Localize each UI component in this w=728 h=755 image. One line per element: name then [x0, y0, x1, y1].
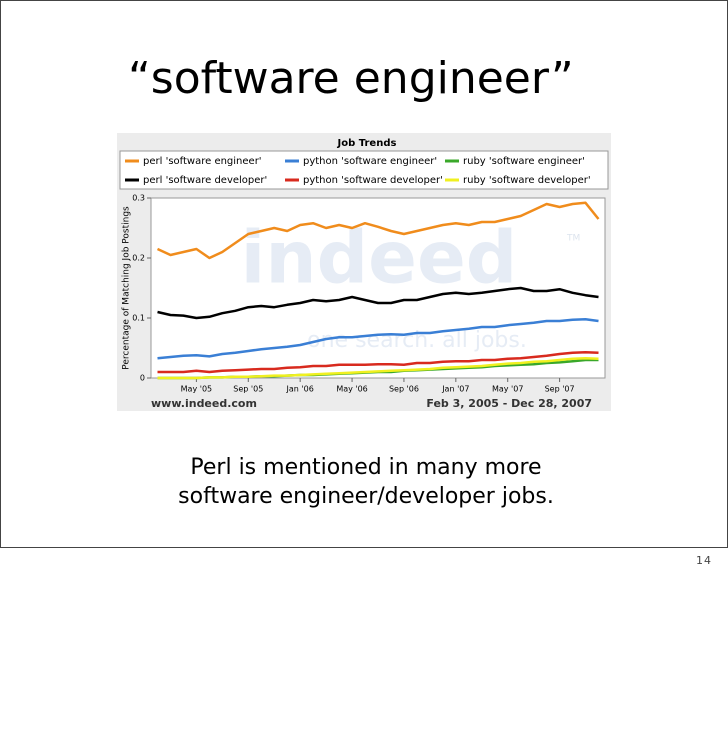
legend-label: ruby 'software developer': [463, 175, 591, 186]
y-tick-label: 0.1: [132, 314, 145, 323]
y-axis-label: Percentage of Matching Job Postings: [122, 206, 132, 370]
slide-title: “software engineer”: [128, 53, 574, 104]
x-tick-label: Sep '05: [233, 385, 263, 394]
x-tick-label: May '07: [492, 385, 523, 394]
x-tick-label: Sep '06: [389, 385, 419, 394]
caption: Perl is mentioned in many more software …: [101, 453, 631, 511]
x-tick-label: Jan '06: [286, 385, 314, 394]
x-tick-label: Jan '07: [441, 385, 469, 394]
series-line: [157, 350, 599, 374]
caption-line: Perl is mentioned in many more: [190, 455, 542, 480]
series-line: [157, 356, 599, 380]
page-number: 14: [696, 554, 712, 567]
y-tick-label: 0.2: [132, 254, 145, 263]
legend-label: perl 'software engineer': [143, 156, 262, 167]
series-line: [157, 286, 599, 320]
series-line: [157, 317, 599, 360]
watermark: TM: [566, 234, 580, 244]
x-tick-label: May '05: [181, 385, 212, 394]
caption-line: software engineer/developer jobs.: [178, 484, 554, 509]
x-tick-label: Sep '07: [545, 385, 575, 394]
legend-label: ruby 'software engineer': [463, 156, 585, 167]
series-line: [156, 201, 600, 260]
slide: “software engineer” Job Trends indeed TM o…: [0, 0, 728, 548]
x-tick-label: May '06: [336, 385, 367, 394]
legend-label: python 'software engineer': [303, 156, 437, 167]
y-tick-label: 0: [140, 374, 145, 383]
legend-label: python 'software developer': [303, 175, 443, 186]
legend-label: perl 'software developer': [143, 175, 267, 186]
legend-box: [119, 150, 609, 190]
y-tick-label: 0.3: [132, 194, 145, 203]
source: www.indeed.com: [151, 397, 257, 410]
date-range: Feb 3, 2005 - Dec 28, 2007: [426, 397, 592, 410]
chart-title: Job Trends: [337, 138, 397, 149]
watermark: indeed: [241, 216, 518, 300]
